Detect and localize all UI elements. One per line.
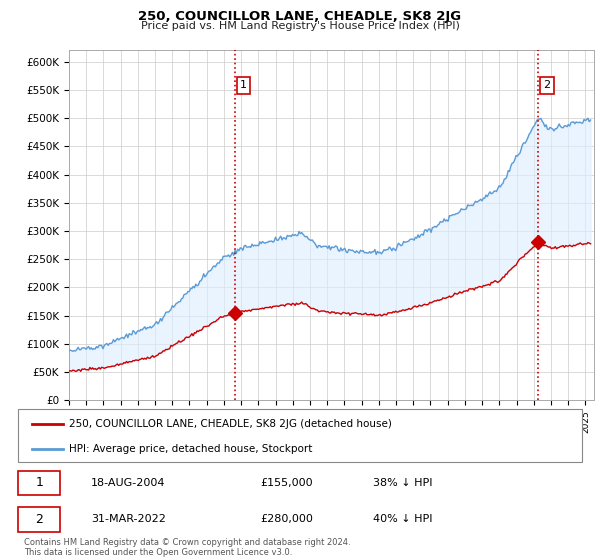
Text: 1: 1 [35, 477, 43, 489]
Text: 250, COUNCILLOR LANE, CHEADLE, SK8 2JG: 250, COUNCILLOR LANE, CHEADLE, SK8 2JG [139, 10, 461, 22]
FancyBboxPatch shape [18, 409, 582, 462]
Text: Contains HM Land Registry data © Crown copyright and database right 2024.
This d: Contains HM Land Registry data © Crown c… [24, 538, 350, 557]
Text: 38% ↓ HPI: 38% ↓ HPI [373, 478, 433, 488]
Text: 2: 2 [543, 81, 550, 90]
Text: 250, COUNCILLOR LANE, CHEADLE, SK8 2JG (detached house): 250, COUNCILLOR LANE, CHEADLE, SK8 2JG (… [69, 419, 392, 429]
FancyBboxPatch shape [18, 507, 60, 532]
Text: 2: 2 [35, 513, 43, 526]
Text: Price paid vs. HM Land Registry's House Price Index (HPI): Price paid vs. HM Land Registry's House … [140, 21, 460, 31]
Text: 1: 1 [240, 81, 247, 90]
Text: £155,000: £155,000 [260, 478, 313, 488]
Text: £280,000: £280,000 [260, 515, 313, 524]
Text: 31-MAR-2022: 31-MAR-2022 [91, 515, 166, 524]
FancyBboxPatch shape [18, 470, 60, 496]
Text: HPI: Average price, detached house, Stockport: HPI: Average price, detached house, Stoc… [69, 444, 312, 454]
Text: 40% ↓ HPI: 40% ↓ HPI [373, 515, 433, 524]
Text: 18-AUG-2004: 18-AUG-2004 [91, 478, 166, 488]
